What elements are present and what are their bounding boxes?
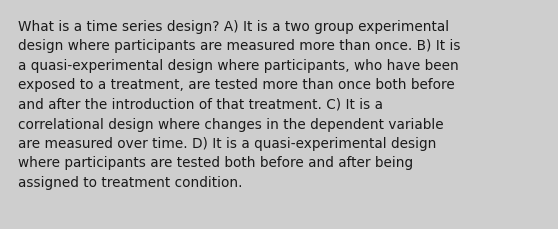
Text: What is a time series design? A) It is a two group experimental: What is a time series design? A) It is a… <box>18 20 449 34</box>
Text: correlational design where changes in the dependent variable: correlational design where changes in th… <box>18 117 444 131</box>
Text: and after the introduction of that treatment. C) It is a: and after the introduction of that treat… <box>18 98 383 112</box>
Text: design where participants are measured more than once. B) It is: design where participants are measured m… <box>18 39 460 53</box>
Text: where participants are tested both before and after being: where participants are tested both befor… <box>18 156 413 170</box>
Text: a quasi-experimental design where participants, who have been: a quasi-experimental design where partic… <box>18 59 459 73</box>
Text: are measured over time. D) It is a quasi-experimental design: are measured over time. D) It is a quasi… <box>18 136 436 150</box>
Text: assigned to treatment condition.: assigned to treatment condition. <box>18 175 243 189</box>
Text: exposed to a treatment, are tested more than once both before: exposed to a treatment, are tested more … <box>18 78 455 92</box>
